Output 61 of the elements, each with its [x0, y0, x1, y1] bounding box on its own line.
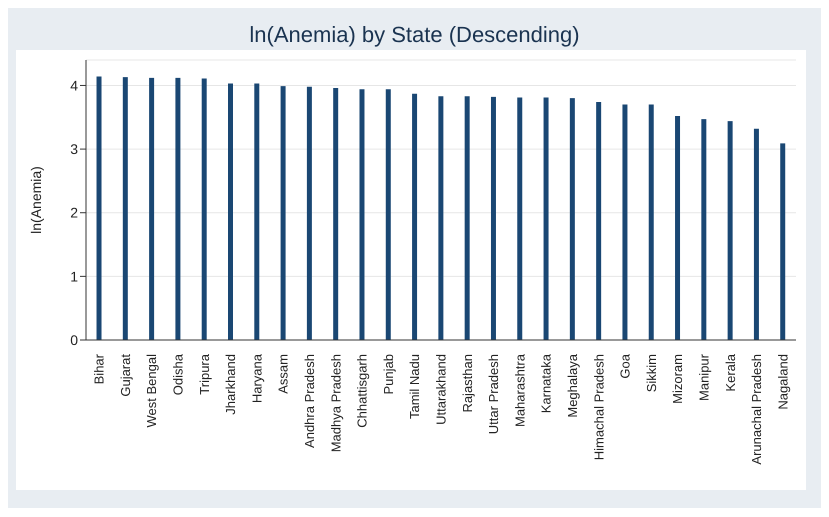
x-tick-label: Odisha	[170, 353, 186, 396]
bar	[570, 98, 575, 340]
x-tick-label: Haryana	[249, 353, 264, 404]
x-tick-label: Chhattisgarh	[354, 354, 370, 428]
y-axis-title: ln(Anemia)	[28, 166, 44, 234]
y-tick-label: 4	[70, 77, 78, 94]
bar	[149, 78, 154, 340]
x-tick-label: Arunachal Pradesh	[749, 354, 764, 465]
bar	[228, 84, 233, 340]
x-tick-label: Tamil Nadu	[407, 354, 422, 420]
x-tick-label: Uttarakhand	[434, 354, 448, 425]
bar	[306, 86, 312, 340]
x-tick-label: Mizoram	[670, 354, 686, 404]
y-tick-label: 0	[70, 332, 78, 348]
bar	[280, 86, 286, 340]
x-tick-label: Goa	[618, 353, 633, 379]
bar	[122, 77, 128, 340]
x-tick-label: Karnataka	[538, 353, 554, 414]
y-tick-label: 3	[70, 141, 78, 158]
x-tick-label: Rajasthan	[460, 354, 475, 413]
x-tick-label: Assam	[276, 354, 291, 394]
bar	[754, 128, 759, 340]
x-tick-label: Nagaland	[775, 354, 790, 410]
bar	[412, 94, 418, 340]
bar	[333, 88, 338, 340]
bar	[202, 78, 207, 340]
x-tick-label: Bihar	[92, 353, 107, 384]
bar	[464, 96, 470, 340]
bar	[622, 104, 628, 340]
x-tick-label: Uttar Pradesh	[486, 354, 502, 434]
x-tick-label: Madhya Pradesh	[328, 354, 344, 452]
x-tick-label: West Bengal	[144, 354, 160, 428]
x-tick-label: Gujarat	[118, 354, 133, 397]
bar	[648, 104, 654, 340]
bar	[780, 143, 786, 340]
x-tick-label: Punjab	[380, 354, 396, 394]
bar	[701, 119, 706, 340]
bar	[386, 89, 391, 340]
x-tick-label: Maharashtra	[512, 353, 528, 427]
x-tick-label: Himachal Pradesh	[591, 354, 606, 460]
x-tick-label: Kerala	[722, 353, 738, 392]
y-tick-label: 2	[70, 204, 78, 221]
bar	[517, 98, 522, 340]
y-tick-label: 1	[70, 268, 78, 284]
bar	[175, 78, 180, 340]
x-tick-label: Sikkim	[644, 354, 659, 392]
bar	[96, 76, 102, 340]
x-tick-label: Tripura	[196, 353, 212, 395]
bar	[675, 116, 680, 340]
x-tick-label: Andhra Pradesh	[302, 354, 318, 448]
bar	[596, 102, 602, 340]
x-tick-label: Jharkhand	[223, 354, 238, 415]
bar	[359, 89, 364, 340]
bar	[438, 96, 444, 340]
x-tick-label: Meghalaya	[564, 353, 580, 418]
bar	[728, 121, 733, 340]
bar	[544, 98, 549, 340]
bar	[254, 84, 260, 340]
x-tick-label: Manipur	[696, 353, 712, 401]
bar	[490, 96, 496, 340]
chart-title: ln(Anemia) by State (Descending)	[248, 22, 581, 48]
